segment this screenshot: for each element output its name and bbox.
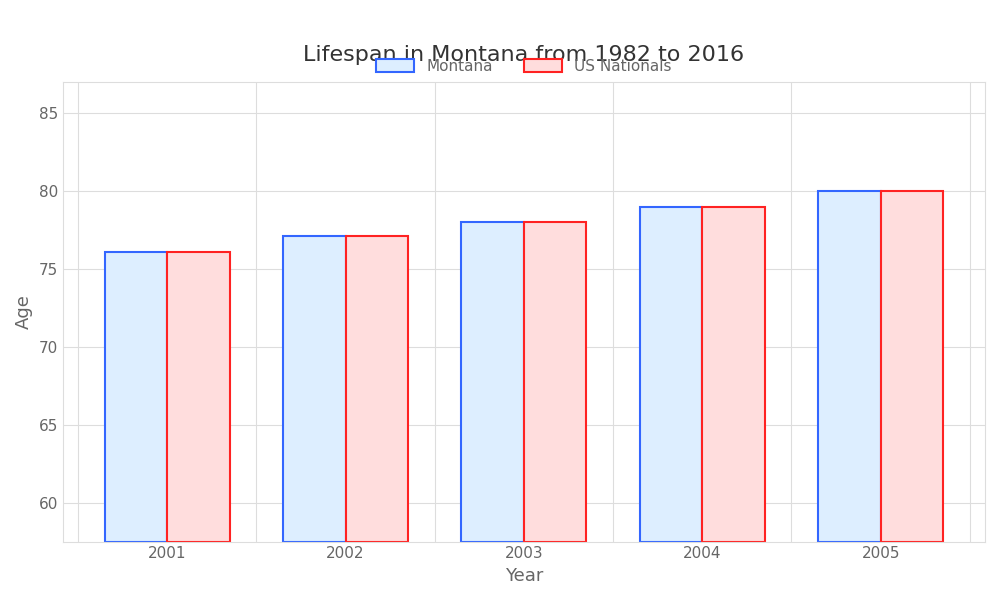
Bar: [346, 236, 408, 542]
Bar: [640, 206, 702, 542]
Bar: [881, 191, 943, 542]
Title: Lifespan in Montana from 1982 to 2016: Lifespan in Montana from 1982 to 2016: [303, 45, 744, 65]
Bar: [283, 236, 346, 542]
Bar: [702, 206, 765, 542]
X-axis label: Year: Year: [505, 567, 543, 585]
Bar: [524, 222, 586, 542]
Bar: [167, 252, 230, 542]
Bar: [461, 222, 524, 542]
Legend: Montana, US Nationals: Montana, US Nationals: [370, 53, 678, 80]
Bar: [105, 252, 167, 542]
Y-axis label: Age: Age: [15, 294, 33, 329]
Bar: [818, 191, 881, 542]
